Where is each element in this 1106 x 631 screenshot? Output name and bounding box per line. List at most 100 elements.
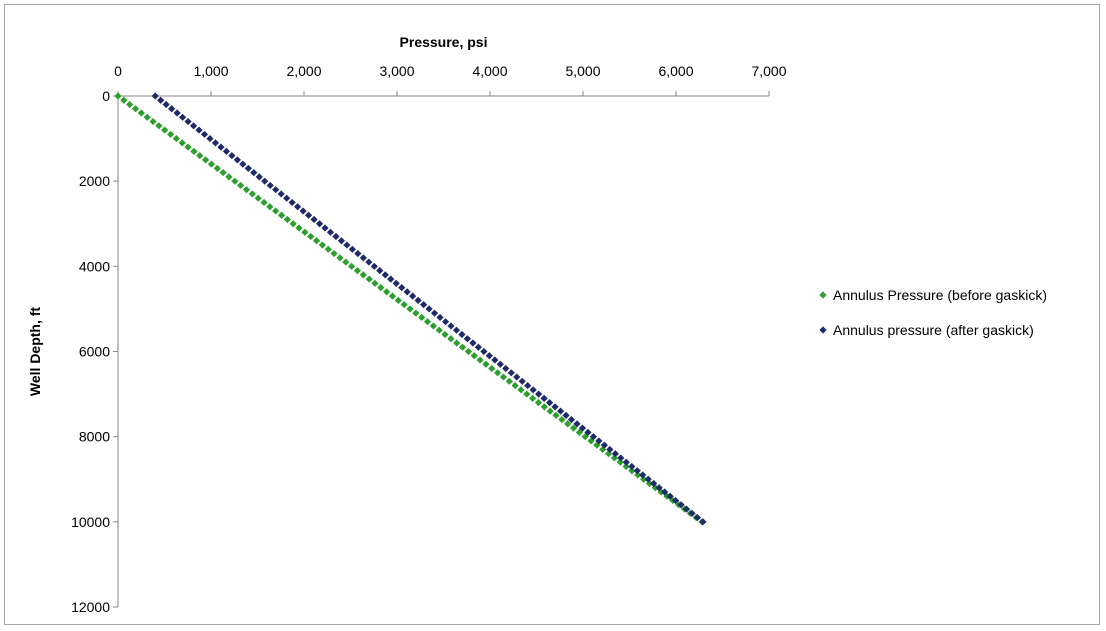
data-point	[114, 92, 122, 100]
data-point	[677, 501, 685, 509]
data-point	[644, 475, 652, 483]
legend-marker	[819, 291, 827, 299]
data-point	[172, 134, 181, 143]
data-point	[157, 96, 165, 104]
data-point	[277, 211, 286, 219]
data-point	[173, 109, 181, 117]
data-point	[126, 100, 134, 109]
data-point	[196, 152, 204, 160]
data-point	[207, 160, 216, 168]
data-point	[617, 454, 625, 462]
data-point	[353, 266, 362, 275]
data-point	[189, 122, 198, 130]
data-point	[266, 181, 274, 190]
series-2	[151, 92, 707, 526]
data-point	[518, 377, 526, 385]
data-point	[244, 164, 252, 172]
y-tick-label: 4000	[79, 258, 110, 274]
data-point	[398, 284, 406, 292]
y-tick-label: 0	[102, 88, 110, 104]
data-point	[307, 232, 315, 241]
data-point	[332, 232, 340, 241]
data-point	[430, 309, 439, 317]
x-axis-title: Pressure, psi	[400, 34, 488, 50]
data-point	[502, 364, 510, 373]
data-point	[166, 130, 175, 138]
data-point	[425, 305, 433, 313]
legend-marker	[819, 326, 827, 334]
chart-frame	[4, 4, 1100, 625]
data-point	[231, 177, 239, 185]
data-point	[441, 318, 450, 326]
data-point	[195, 126, 203, 134]
data-point	[671, 496, 680, 505]
data-point	[458, 330, 466, 339]
data-point	[403, 288, 411, 296]
data-point	[213, 164, 221, 172]
data-point	[392, 279, 400, 287]
data-point	[326, 228, 335, 236]
data-point	[499, 373, 508, 381]
data-point	[540, 403, 548, 411]
data-point	[464, 347, 473, 356]
data-point	[406, 305, 414, 313]
data-point	[485, 352, 493, 360]
data-point	[655, 484, 663, 492]
data-point	[600, 441, 608, 449]
data-point	[266, 203, 274, 211]
data-point	[283, 215, 291, 224]
data-point	[564, 420, 572, 428]
data-point	[184, 143, 192, 151]
x-tick-label: 1,000	[193, 63, 228, 79]
data-point	[348, 262, 356, 270]
data-point	[666, 492, 674, 500]
data-point	[628, 462, 636, 471]
data-point	[294, 203, 302, 211]
data-point	[342, 258, 350, 266]
data-point	[634, 471, 642, 479]
data-point	[149, 117, 157, 126]
series-1	[114, 92, 706, 526]
data-point	[337, 237, 346, 245]
data-point	[545, 399, 554, 407]
data-point	[178, 139, 186, 147]
data-point	[535, 390, 543, 398]
data-point	[453, 339, 461, 347]
data-point	[496, 360, 504, 368]
data-point	[219, 169, 227, 177]
data-point	[248, 190, 256, 198]
data-point	[552, 411, 560, 419]
data-point	[228, 152, 236, 160]
data-point	[599, 445, 607, 454]
data-point	[288, 198, 296, 207]
data-point	[283, 194, 291, 202]
data-point	[359, 271, 367, 279]
data-point	[573, 420, 581, 428]
data-point	[575, 428, 583, 437]
legend-label: Annulus pressure (after gaskick)	[833, 322, 1034, 338]
data-point	[517, 386, 525, 394]
data-point	[321, 224, 329, 232]
data-point	[610, 454, 619, 462]
x-tick-label: 7,000	[751, 63, 786, 79]
data-point	[523, 390, 531, 398]
data-point	[289, 220, 297, 228]
data-point	[482, 360, 490, 368]
data-point	[420, 301, 428, 309]
data-point	[217, 143, 225, 151]
data-point	[423, 318, 432, 326]
data-point	[348, 245, 356, 253]
data-point	[272, 186, 280, 194]
data-point	[242, 186, 251, 194]
data-point	[682, 505, 691, 513]
data-point	[301, 228, 309, 236]
data-point	[513, 373, 521, 381]
data-point	[633, 467, 641, 475]
data-point	[206, 134, 214, 143]
data-point	[474, 343, 482, 351]
data-point	[593, 441, 601, 449]
data-point	[233, 156, 241, 164]
data-point	[272, 207, 280, 215]
data-point	[387, 275, 395, 283]
data-point	[295, 224, 303, 232]
